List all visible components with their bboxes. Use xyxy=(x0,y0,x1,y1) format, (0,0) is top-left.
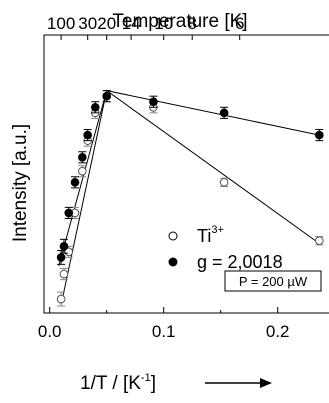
data-point-open xyxy=(59,269,69,279)
data-point-filled xyxy=(56,253,66,262)
x-axis-title-end: ] xyxy=(151,373,156,394)
x-axis-title: 1/T / [K-1] xyxy=(80,372,156,394)
legend: Ti3+ g = 2,0018 xyxy=(168,224,283,272)
fit-line-series-1 xyxy=(58,90,320,266)
legend-label-ti-sup: 3+ xyxy=(211,224,224,236)
data-point-filled xyxy=(315,130,324,140)
annotation-main: P = 200 xyxy=(239,274,288,289)
annotation-box xyxy=(224,270,322,292)
data-point-open xyxy=(64,247,74,257)
top-axis-title: Temperature [K] xyxy=(112,11,247,32)
legend-label-g: g = 2,0018 xyxy=(197,252,283,272)
x-tick-label: 0.1 xyxy=(152,322,176,341)
x-tick-label: 0.2 xyxy=(266,322,290,341)
annotation-text: P = 200 µW xyxy=(239,274,308,289)
x-tick-label: 0.0 xyxy=(38,322,62,341)
top-tick-label: 10 xyxy=(154,14,173,33)
legend-marker-ti xyxy=(168,231,178,241)
data-point-filled xyxy=(91,102,100,112)
data-point-filled xyxy=(59,241,69,251)
bottom-axis-ticks: 0.0 0.1 0.2 xyxy=(38,307,290,341)
x-axis-title-main: 1/T / [K xyxy=(80,373,141,394)
legend-marker-g xyxy=(168,257,178,267)
top-tick-label: 6 xyxy=(235,14,244,33)
x-axis-title-sup: -1 xyxy=(141,372,151,384)
data-point-filled xyxy=(149,97,158,107)
legend-label-ti-main: Ti xyxy=(197,226,211,246)
data-point-filled xyxy=(70,178,80,187)
x-arrow-head xyxy=(260,378,272,388)
data-point-filled xyxy=(64,208,74,218)
data-point-open xyxy=(315,236,324,246)
plot-frame xyxy=(43,34,329,314)
top-tick-label: 14 xyxy=(122,14,141,33)
data-point-filled xyxy=(83,130,92,140)
data-point-open xyxy=(56,294,66,304)
top-tick-label: 8 xyxy=(187,14,196,33)
data-points xyxy=(56,90,324,307)
power-annotation: P = 200 µW xyxy=(224,270,322,292)
data-point-open xyxy=(78,166,87,176)
top-axis-ticks: 10030201410864 xyxy=(47,14,244,40)
data-point-filled xyxy=(102,91,111,101)
top-tick-label: 30 xyxy=(78,14,97,33)
top-tick-label: 100 xyxy=(47,14,75,33)
data-point-open xyxy=(219,178,229,187)
top-tick-label: 20 xyxy=(97,14,116,33)
y-axis-title: Intensity [a.u.] xyxy=(10,124,31,242)
data-point-filled xyxy=(219,108,229,118)
data-point-filled xyxy=(78,153,87,162)
legend-label-ti: Ti3+ xyxy=(197,224,224,246)
annotation-unit: µW xyxy=(287,274,307,289)
